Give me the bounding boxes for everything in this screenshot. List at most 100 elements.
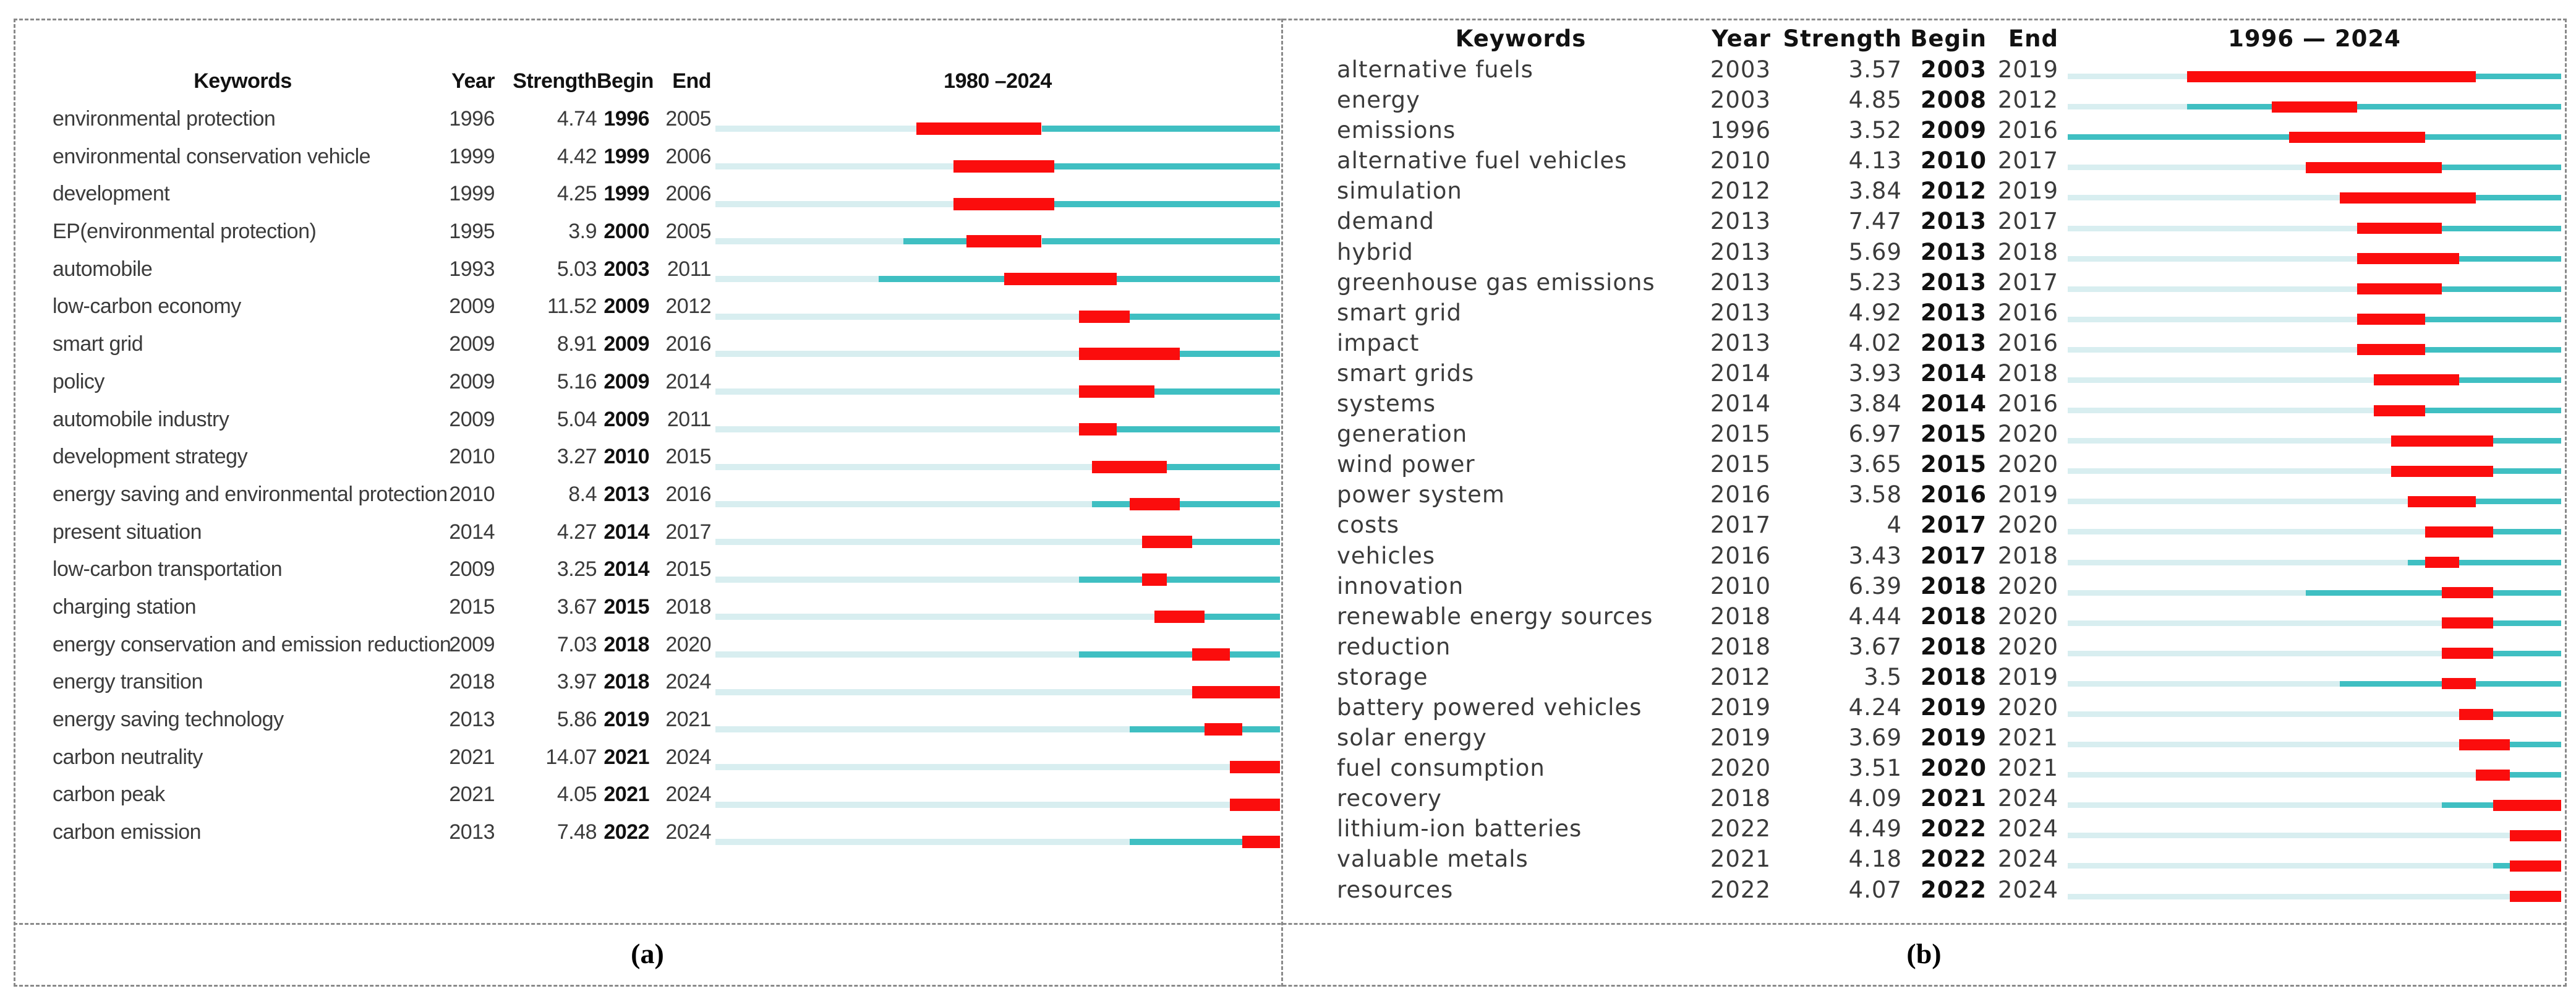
burst-row: smart grids 2014 3.93 2014 2018 <box>1337 358 2562 388</box>
begin-cell: 2021 <box>1921 785 1987 812</box>
burst-row: systems 2014 3.84 2014 2016 <box>1337 388 2562 419</box>
burst-bar <box>2459 739 2510 750</box>
begin-cell: 2014 <box>603 520 649 544</box>
year-cell: 2012 <box>1710 178 1771 205</box>
column-header-begin: Begin <box>1910 25 1987 52</box>
active-period-bar <box>2306 590 2442 596</box>
begin-cell: 2013 <box>1921 238 1987 265</box>
burst-row: hybrid 2013 5.69 2013 2018 <box>1337 237 2562 267</box>
strength-cell: 7.47 <box>1848 208 1902 235</box>
keyword-cell: automobile industry <box>53 407 229 431</box>
end-cell: 2024 <box>665 820 711 844</box>
begin-cell: 2018 <box>1921 603 1987 630</box>
pre-period-bar <box>2068 438 2391 444</box>
keyword-cell: costs <box>1337 512 1400 539</box>
burst-row: environmental protection 1996 4.74 1996 2005 <box>53 100 1281 138</box>
burst-row: battery powered vehicles 2019 4.24 2019 2020 <box>1337 692 2562 723</box>
pre-period-bar <box>2068 863 2493 869</box>
timeline-cell <box>2068 328 2561 358</box>
end-cell: 2020 <box>1997 633 2058 660</box>
timeline-cell <box>2068 692 2561 723</box>
caption-divider <box>14 923 2567 925</box>
strength-cell: 3.67 <box>557 594 597 619</box>
burst-bar <box>1141 535 1192 548</box>
begin-cell: 2020 <box>1921 755 1987 782</box>
pre-period-bar <box>2068 408 2374 414</box>
begin-cell: 2017 <box>1921 542 1987 569</box>
year-cell: 2009 <box>449 632 495 656</box>
year-cell: 2009 <box>449 369 495 393</box>
timeline-cell <box>2068 206 2561 236</box>
burst-row: energy conservation and emission reducti… <box>53 626 1281 664</box>
burst-row: power system 2016 3.58 2016 2019 <box>1337 479 2562 510</box>
post-period-bar <box>2476 499 2561 505</box>
burst-bar <box>2510 891 2561 903</box>
burst-row: recovery 2018 4.09 2021 2024 <box>1337 783 2562 813</box>
burst-row: environmental conservation vehicle 1999 4.… <box>53 138 1281 176</box>
begin-cell: 2012 <box>1921 178 1987 205</box>
strength-cell: 3.58 <box>1848 481 1902 508</box>
burst-bar <box>2390 435 2493 447</box>
timeline-cell <box>715 551 1280 588</box>
strength-cell: 4.05 <box>557 783 597 807</box>
end-cell: 2016 <box>1997 299 2058 326</box>
strength-cell: 3.27 <box>557 445 597 469</box>
burst-bar <box>2306 161 2442 173</box>
burst-row: low-carbon economy 2009 11.52 2009 2012 <box>53 288 1281 325</box>
timeline-cell <box>715 663 1280 701</box>
timeline-cell <box>2068 783 2561 813</box>
post-period-bar <box>2356 104 2561 110</box>
end-cell: 2014 <box>665 369 711 393</box>
keyword-cell: power system <box>1337 481 1505 508</box>
end-cell: 2020 <box>665 632 711 656</box>
burst-bar <box>2510 860 2561 872</box>
post-period-bar <box>2442 286 2561 292</box>
year-cell: 2014 <box>1710 390 1771 418</box>
burst-row: energy transition 2018 3.97 2018 2024 <box>53 663 1281 701</box>
keyword-cell: solar energy <box>1337 724 1487 752</box>
timeline-cell <box>2068 267 2561 298</box>
year-cell: 2016 <box>1710 542 1771 569</box>
timeline-cell <box>715 513 1280 551</box>
begin-cell: 2013 <box>1921 268 1987 296</box>
post-period-bar <box>1179 351 1280 358</box>
burst-bar <box>1192 648 1230 661</box>
keyword-cell: valuable metals <box>1337 846 1529 873</box>
pre-period-bar <box>715 463 1092 470</box>
pre-period-bar <box>715 538 1142 545</box>
timeline-cell <box>2068 449 2561 479</box>
strength-cell: 3.67 <box>1848 633 1902 660</box>
burst-bar <box>2493 799 2561 811</box>
strength-cell: 4.49 <box>1848 815 1902 843</box>
year-cell: 2015 <box>1710 451 1771 478</box>
burst-bar <box>2510 830 2561 841</box>
year-cell: 2016 <box>1710 481 1771 508</box>
post-period-bar <box>1054 163 1280 170</box>
year-cell: 2020 <box>1710 755 1771 782</box>
strength-cell: 5.86 <box>557 708 597 731</box>
pre-period-bar <box>2068 499 2408 505</box>
begin-cell: 2013 <box>603 482 649 506</box>
keyword-cell: vehicles <box>1337 542 1436 569</box>
strength-cell: 4.09 <box>1848 785 1902 812</box>
keyword-cell: carbon neutrality <box>53 745 203 769</box>
keyword-cell: alternative fuels <box>1337 56 1533 83</box>
end-cell: 2018 <box>1997 359 2058 387</box>
active-period-bar <box>878 276 1004 283</box>
strength-cell: 3.84 <box>1848 390 1902 418</box>
keyword-cell: smart grid <box>53 332 143 356</box>
year-cell: 2013 <box>1710 299 1771 326</box>
strength-cell: 4.25 <box>557 182 597 206</box>
strength-cell: 4.85 <box>1848 87 1902 114</box>
active-period-bar <box>2493 863 2510 869</box>
begin-cell: 1999 <box>603 144 649 168</box>
timeline-cell <box>715 626 1280 664</box>
pre-period-bar <box>715 163 954 170</box>
timeline-cell <box>2068 753 2561 783</box>
timeline-cell <box>715 701 1280 739</box>
year-cell: 2013 <box>1710 329 1771 356</box>
year-cell: 1995 <box>449 220 495 244</box>
burst-row: reduction 2018 3.67 2018 2020 <box>1337 632 2562 662</box>
strength-cell: 3.25 <box>557 557 597 581</box>
